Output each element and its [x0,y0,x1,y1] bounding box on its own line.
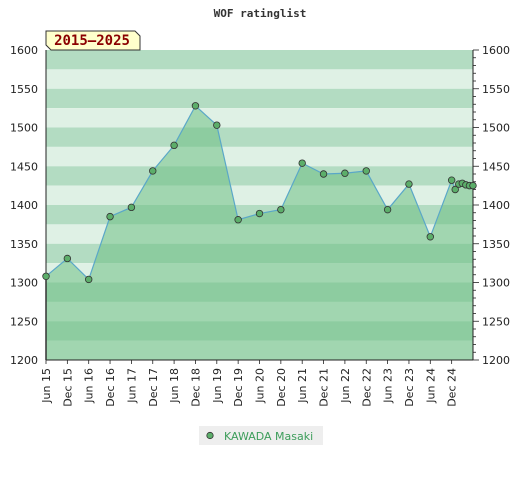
y-tick-label-right: 1500 [482,122,510,135]
y-tick-label-right: 1250 [482,315,510,328]
data-point [277,205,285,214]
x-tick-label: Jun 15 [40,368,53,404]
x-tick-label: Dec 19 [232,368,245,407]
series-area [46,105,473,360]
series-points [42,102,477,284]
y-tick-label-left: 1250 [10,315,38,328]
data-point [469,181,477,190]
x-tick-label: Jun 18 [168,368,181,404]
area-fill [46,105,473,360]
x-tick-label: Dec 16 [104,368,117,407]
data-point [298,159,306,167]
legend-marker [206,431,214,440]
x-axis: Jun 15 Dec 15 Jun 16 Dec 16 Jun 17 Dec 17 Jun … [40,360,459,407]
y-tick-label-right: 1450 [482,160,510,173]
x-tick-label: Jun 22 [339,368,352,404]
x-tick-label: Jun 24 [424,368,437,404]
data-point [319,170,328,178]
chart-title: WOF ratinglist [214,7,307,20]
background-band [46,108,473,128]
data-point [191,102,200,110]
left-y-axis: 1200 1250 1300 1350 1400 1450 1500 1550 1600 [10,44,38,367]
x-tick-label: Dec 22 [360,368,373,407]
data-point [447,176,456,184]
background-band [46,50,473,70]
background-band [46,127,473,147]
y-tick-label-right: 1350 [482,238,510,251]
y-tick-label-left: 1200 [10,354,38,367]
y-tick-label-right: 1300 [482,277,510,290]
legend-box [199,426,323,445]
right-y-axis: 1200 1250 1300 1350 1400 1450 1500 1550 1600 [473,44,510,367]
period-badge-box [45,30,141,51]
data-point [63,254,72,263]
data-point [405,180,413,188]
x-tick-label: Jun 23 [382,368,395,404]
x-tick-label: Dec 18 [189,368,202,407]
y-tick-label-right: 1400 [482,199,510,212]
data-point [383,205,392,214]
period-badge: 2015–2025 [45,30,141,51]
x-tick-label: Dec 23 [403,368,416,407]
data-point [234,216,242,224]
background-band [46,146,473,167]
y-tick-label-right: 1600 [482,44,510,57]
x-tick-label: Jun 21 [296,368,309,404]
x-tick-label: Dec 20 [275,368,288,407]
x-tick-label: Jun 20 [254,368,267,404]
y-tick-label-left: 1300 [10,277,38,290]
data-point [106,212,114,221]
x-tick-label: Jun 16 [83,368,96,404]
y-tick-label-left: 1500 [10,122,38,135]
data-point [255,209,264,218]
y-tick-label-left: 1450 [10,160,38,173]
x-tick-label: Jun 19 [211,368,224,404]
y-tick-label-left: 1350 [10,238,38,251]
background-band [46,69,473,89]
legend-label: KAWADA Masaki [224,430,313,443]
data-point [42,272,50,280]
x-tick-label: Dec 24 [446,368,459,407]
period-badge-label: 2015–2025 [54,33,130,49]
data-point [426,233,434,241]
x-tick-label: Dec 15 [61,368,74,407]
background-band [46,88,473,109]
y-tick-label-left: 1600 [10,44,38,57]
data-point [127,203,136,212]
data-point [84,275,93,284]
y-tick-label-right: 1200 [482,354,510,367]
y-tick-label-right: 1550 [482,83,510,96]
data-point [451,185,459,194]
y-tick-label-left: 1400 [10,199,38,212]
x-tick-label: Dec 21 [318,368,331,407]
legend: KAWADA Masaki [199,426,323,445]
data-point [362,167,370,175]
data-point [170,141,178,150]
y-tick-label-left: 1550 [10,83,38,96]
x-tick-label: Jun 17 [125,368,138,404]
data-point [213,121,221,129]
data-point [149,167,157,175]
x-tick-label: Dec 17 [147,368,160,407]
data-point [341,169,349,177]
